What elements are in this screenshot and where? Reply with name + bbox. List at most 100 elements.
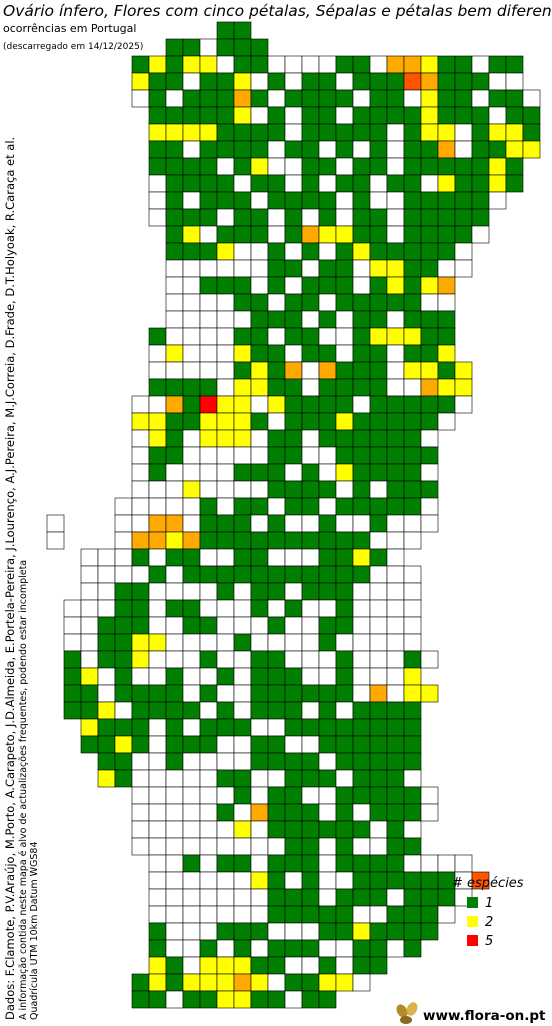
- grid-cell: [182, 599, 201, 618]
- grid-cell: [233, 939, 252, 958]
- grid-cell: [80, 701, 99, 720]
- grid-cell: [318, 310, 337, 329]
- grid-cell: [488, 89, 507, 108]
- grid-cell: [233, 293, 252, 312]
- map-title: Ovário ínfero, Flores com cinco pétalas,…: [3, 2, 552, 20]
- grid-cell: [182, 480, 201, 499]
- grid-cell: [352, 344, 371, 363]
- grid-cell: [437, 72, 456, 91]
- grid-cell: [114, 531, 133, 550]
- grid-cell: [420, 888, 439, 907]
- grid-cell: [216, 701, 235, 720]
- grid-cell: [267, 633, 286, 652]
- grid-cell: [284, 905, 303, 924]
- grid-cell: [216, 276, 235, 295]
- grid-cell: [165, 327, 184, 346]
- grid-cell: [199, 140, 218, 159]
- grid-cell: [284, 956, 303, 975]
- grid-cell: [284, 718, 303, 737]
- grid-cell: [131, 72, 150, 91]
- grid-cell: [165, 888, 184, 907]
- grid-cell: [199, 55, 218, 74]
- grid-cell: [335, 514, 354, 533]
- grid-cell: [250, 752, 269, 771]
- grid-cell: [165, 429, 184, 448]
- grid-cell: [233, 225, 252, 244]
- grid-cell: [318, 854, 337, 873]
- grid-cell: [114, 565, 133, 584]
- grid-cell: [233, 854, 252, 873]
- grid-cell: [165, 310, 184, 329]
- grid-cell: [386, 225, 405, 244]
- grid-cell: [505, 174, 524, 193]
- grid-cell: [199, 922, 218, 941]
- grid-cell: [182, 310, 201, 329]
- grid-cell: [250, 429, 269, 448]
- grid-cell: [216, 72, 235, 91]
- grid-cell: [335, 956, 354, 975]
- grid-cell: [335, 786, 354, 805]
- grid-cell: [199, 582, 218, 601]
- logo-icon: [396, 1002, 418, 1024]
- grid-cell: [437, 106, 456, 125]
- grid-cell: [386, 463, 405, 482]
- grid-cell: [182, 786, 201, 805]
- grid-cell: [250, 820, 269, 839]
- grid-cell: [420, 55, 439, 74]
- grid-cell: [148, 72, 167, 91]
- grid-cell: [352, 769, 371, 788]
- grid-cell: [403, 820, 422, 839]
- grid-cell: [352, 871, 371, 890]
- grid-cell: [284, 395, 303, 414]
- grid-cell: [267, 548, 286, 567]
- grid-cell: [182, 854, 201, 873]
- grid-cell: [301, 429, 320, 448]
- grid-cell: [216, 718, 235, 737]
- grid-cell: [318, 973, 337, 992]
- grid-cell: [437, 327, 456, 346]
- grid-cell: [199, 956, 218, 975]
- grid-cell: [352, 259, 371, 278]
- grid-cell: [165, 72, 184, 91]
- grid-cell: [471, 208, 490, 227]
- grid-cell: [437, 259, 456, 278]
- grid-cell: [199, 786, 218, 805]
- grid-cell: [216, 939, 235, 958]
- grid-cell: [369, 157, 388, 176]
- grid-cell: [131, 89, 150, 108]
- grid-cell: [131, 990, 150, 1009]
- grid-cell: [420, 786, 439, 805]
- grid-cell: [80, 565, 99, 584]
- grid-cell: [97, 599, 116, 618]
- grid-cell: [114, 497, 133, 516]
- grid-cell: [488, 157, 507, 176]
- grid-cell: [131, 463, 150, 482]
- grid-cell: [369, 72, 388, 91]
- grid-cell: [488, 123, 507, 142]
- grid-cell: [233, 106, 252, 125]
- grid-cell: [182, 191, 201, 210]
- grid-cell: [233, 973, 252, 992]
- grid-cell: [522, 140, 541, 159]
- grid-cell: [420, 276, 439, 295]
- grid-cell: [420, 378, 439, 397]
- grid-cell: [165, 531, 184, 550]
- grid-cell: [335, 973, 354, 992]
- grid-cell: [233, 786, 252, 805]
- grid-cell: [131, 650, 150, 669]
- grid-cell: [369, 548, 388, 567]
- grid-cell: [301, 259, 320, 278]
- grid-cell: [301, 905, 320, 924]
- grid-cell: [216, 106, 235, 125]
- grid-cell: [216, 548, 235, 567]
- grid-cell: [267, 990, 286, 1009]
- grid-cell: [267, 157, 286, 176]
- grid-cell: [233, 922, 252, 941]
- grid-cell: [148, 871, 167, 890]
- grid-cell: [199, 735, 218, 754]
- grid-cell: [335, 157, 354, 176]
- grid-cell: [386, 361, 405, 380]
- grid-cell: [148, 650, 167, 669]
- grid-cell: [233, 344, 252, 363]
